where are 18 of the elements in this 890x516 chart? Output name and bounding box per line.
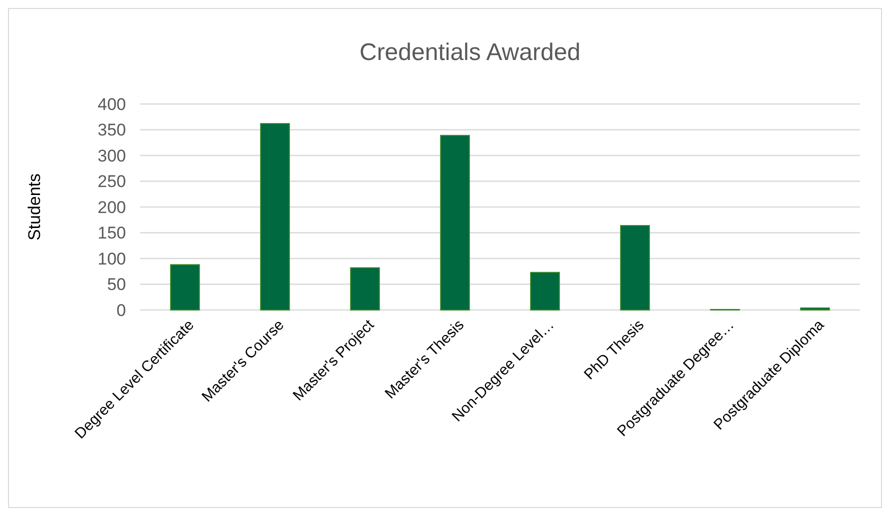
y-axis-title: Students: [25, 173, 44, 241]
y-tick-label: 100: [98, 249, 126, 268]
bar: [170, 264, 200, 310]
bar: [530, 272, 560, 310]
chart-title: Credentials Awarded: [359, 39, 581, 66]
y-tick-label: 50: [107, 275, 126, 294]
bar: [800, 307, 830, 310]
y-tick-label: 0: [116, 300, 126, 320]
y-tick-label: 200: [98, 198, 126, 217]
bar: [620, 225, 650, 310]
bar: [260, 123, 290, 310]
bar: [440, 134, 470, 310]
y-tick-label: 350: [98, 120, 126, 140]
y-tick-label: 300: [98, 146, 126, 166]
y-tick-label: 400: [98, 94, 126, 114]
y-tick-label: 150: [98, 224, 126, 243]
bar: [350, 267, 380, 310]
y-tick-label: 250: [98, 172, 126, 192]
